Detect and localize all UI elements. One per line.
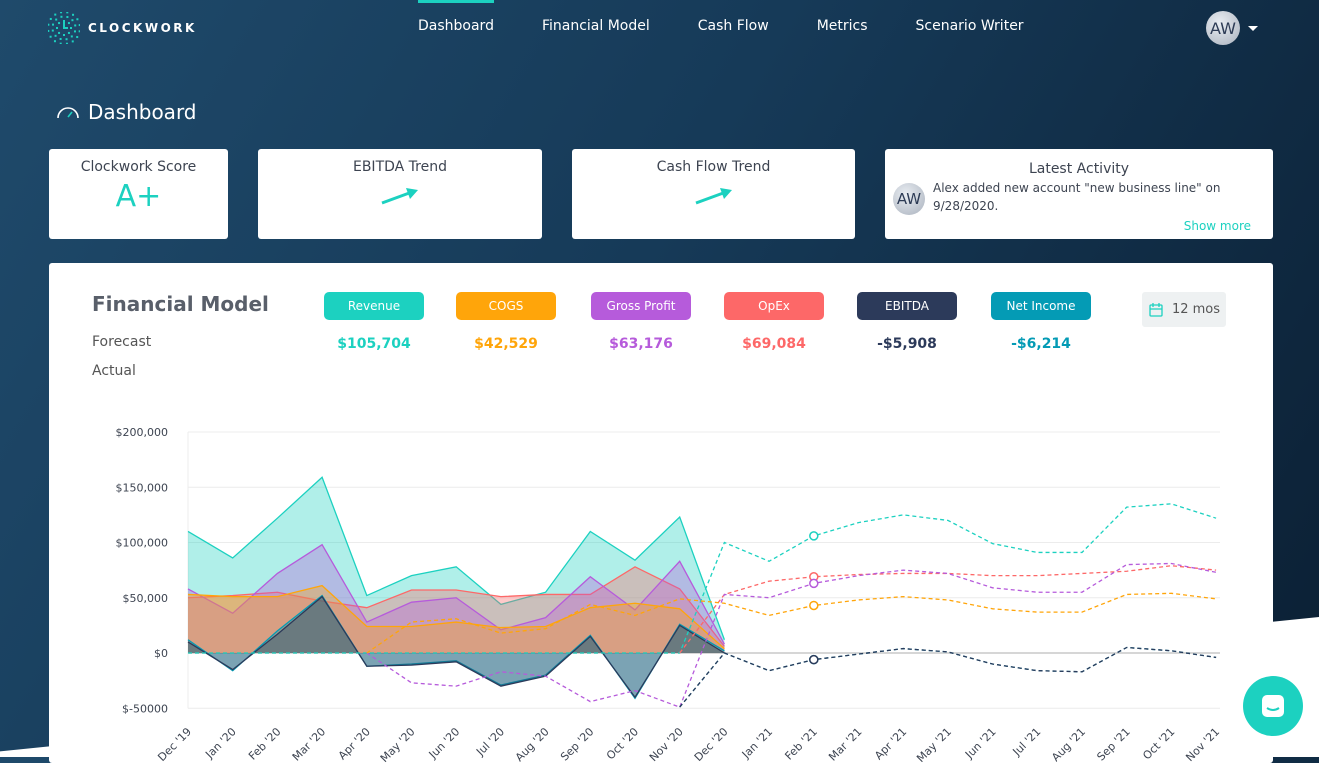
arrow-up-right-icon bbox=[694, 188, 732, 205]
x-tick-label: Jan '21 bbox=[739, 725, 775, 761]
speedometer-icon bbox=[57, 107, 79, 119]
nav-financial-model[interactable]: Financial Model bbox=[541, 18, 650, 34]
y-tick-label: $150,000 bbox=[116, 481, 169, 494]
clockwork-logo-icon bbox=[48, 12, 80, 44]
x-tick-label: Feb '20 bbox=[246, 725, 283, 762]
metric-toggle-ebitda[interactable]: EBITDA bbox=[857, 292, 957, 320]
metric-toggle-gross-profit[interactable]: Gross Profit bbox=[591, 292, 691, 320]
activity-text: Alex added new account "new business lin… bbox=[933, 181, 1221, 213]
card-title: Clockwork Score bbox=[80, 159, 197, 175]
metric-forecast-value: $69,084 bbox=[742, 336, 806, 352]
calendar-icon bbox=[1149, 302, 1163, 317]
x-tick-label: Jun '20 bbox=[426, 725, 463, 762]
period-selector[interactable]: 12 mos bbox=[1142, 292, 1226, 327]
period-label: 12 mos bbox=[1171, 302, 1221, 317]
user-menu[interactable]: AW bbox=[1206, 11, 1258, 45]
x-tick-label: Aug '21 bbox=[1049, 725, 1088, 763]
metric-toggle-cogs[interactable]: COGS bbox=[456, 292, 556, 320]
activity-avatar: AW bbox=[893, 183, 925, 215]
brand-name: CLOCKWORK bbox=[88, 21, 197, 35]
financial-model-panel: Financial Model Forecast Actual Revenue $… bbox=[49, 263, 1273, 763]
page-title: Dashboard bbox=[56, 100, 197, 124]
x-tick-label: Dec '19 bbox=[155, 725, 194, 763]
metric-forecast-value: $63,176 bbox=[609, 336, 673, 352]
y-tick-label: $100,000 bbox=[116, 537, 169, 550]
x-tick-label: Feb '21 bbox=[782, 725, 819, 762]
nav-metrics[interactable]: Metrics bbox=[816, 18, 868, 34]
logo[interactable]: CLOCKWORK bbox=[48, 12, 197, 44]
x-tick-label: Sep '21 bbox=[1094, 725, 1132, 763]
y-tick-label: $200,000 bbox=[116, 426, 169, 439]
forecast-marker bbox=[809, 600, 819, 611]
x-tick-label: May '21 bbox=[914, 725, 954, 763]
financial-model-title: Financial Model bbox=[92, 292, 269, 316]
line-actual-revenue bbox=[187, 476, 726, 640]
line-forecast-cogs bbox=[366, 592, 1217, 654]
avatar[interactable]: AW bbox=[1206, 11, 1240, 45]
area-ebitda bbox=[188, 596, 725, 698]
metric-toggle-revenue[interactable]: Revenue bbox=[324, 292, 424, 320]
line-forecast-opex bbox=[679, 565, 1217, 654]
line-actual-opex bbox=[187, 566, 725, 647]
metric-forecast-value: $105,704 bbox=[337, 336, 411, 352]
metric-forecast-value: -$5,908 bbox=[877, 336, 937, 352]
chat-icon bbox=[1262, 695, 1284, 717]
line-actual-cogs bbox=[187, 584, 725, 650]
line-forecast-ebitda bbox=[679, 646, 1217, 708]
line-actual-net-income bbox=[187, 594, 725, 700]
metric-forecast-value: -$6,214 bbox=[1011, 336, 1071, 352]
x-tick-label: Jul '20 bbox=[473, 725, 507, 759]
card-title: Cash Flow Trend bbox=[656, 159, 771, 175]
area-gross-profit bbox=[188, 544, 725, 653]
caret-down-icon[interactable] bbox=[1248, 25, 1258, 31]
clockwork-score-card: Clockwork Score A+ bbox=[49, 149, 228, 239]
line-forecast-revenue bbox=[188, 503, 1217, 654]
ebitda-trend-card[interactable]: EBITDA Trend bbox=[258, 149, 542, 239]
show-more-link[interactable]: Show more bbox=[1183, 219, 1251, 233]
card-title: EBITDA Trend bbox=[352, 159, 447, 175]
line-actual-gross-profit bbox=[187, 543, 725, 645]
x-tick-label: May '20 bbox=[378, 725, 418, 763]
x-tick-label: Aug '20 bbox=[513, 725, 552, 763]
x-tick-label: Dec '20 bbox=[692, 725, 731, 763]
line-forecast-gross-profit bbox=[366, 562, 1217, 708]
nav-scenario-writer[interactable]: Scenario Writer bbox=[915, 18, 1024, 34]
y-tick-label: $0 bbox=[154, 647, 168, 660]
forecast-marker bbox=[809, 531, 819, 541]
latest-activity-card: Latest Activity AW Alex added new accoun… bbox=[885, 149, 1273, 239]
line-forecast-net-income bbox=[679, 646, 1217, 708]
financial-model-chart: $200,000 $150,000 $100,000 $50,000 $0 $-50000… bbox=[116, 426, 1223, 763]
score-value: A+ bbox=[115, 179, 162, 214]
activity-item: AW Alex added new account "new business … bbox=[885, 179, 1273, 215]
metric-toggle-net-income[interactable]: Net Income bbox=[991, 292, 1091, 320]
area-net-income bbox=[188, 595, 725, 699]
main-nav: Dashboard Financial Model Cash Flow Metr… bbox=[400, 0, 1072, 50]
x-tick-label: Jan '20 bbox=[202, 725, 238, 761]
x-tick-label: Nov '21 bbox=[1183, 725, 1222, 763]
cash-flow-trend-card[interactable]: Cash Flow Trend bbox=[572, 149, 855, 239]
x-tick-label: Jul '21 bbox=[1010, 725, 1044, 759]
page-title-text: Dashboard bbox=[88, 100, 197, 124]
metric-forecast-value: $42,529 bbox=[474, 336, 538, 352]
area-revenue bbox=[188, 477, 725, 653]
forecast-marker bbox=[809, 654, 819, 665]
nav-dashboard[interactable]: Dashboard bbox=[418, 0, 494, 50]
actual-label: Actual bbox=[92, 363, 136, 379]
chat-button[interactable] bbox=[1243, 676, 1303, 736]
y-tick-label: $50,000 bbox=[123, 592, 169, 605]
nav-cash-flow[interactable]: Cash Flow bbox=[697, 18, 769, 34]
x-tick-label: Mar '20 bbox=[290, 725, 328, 763]
metric-toggle-opex[interactable]: OpEx bbox=[724, 292, 824, 320]
x-tick-label: Mar '21 bbox=[826, 725, 864, 763]
forecast-label: Forecast bbox=[92, 334, 152, 350]
arrow-up-right-icon bbox=[381, 188, 418, 205]
x-tick-label: Jun '21 bbox=[962, 725, 999, 762]
x-tick-label: Nov '20 bbox=[647, 725, 686, 763]
line-actual-ebitda bbox=[187, 595, 725, 699]
y-tick-label: $-50000 bbox=[122, 702, 168, 715]
forecast-marker bbox=[809, 578, 819, 589]
card-title: Latest Activity bbox=[1028, 161, 1130, 177]
x-tick-label: Sep '20 bbox=[558, 725, 596, 763]
area-opex bbox=[188, 566, 725, 653]
